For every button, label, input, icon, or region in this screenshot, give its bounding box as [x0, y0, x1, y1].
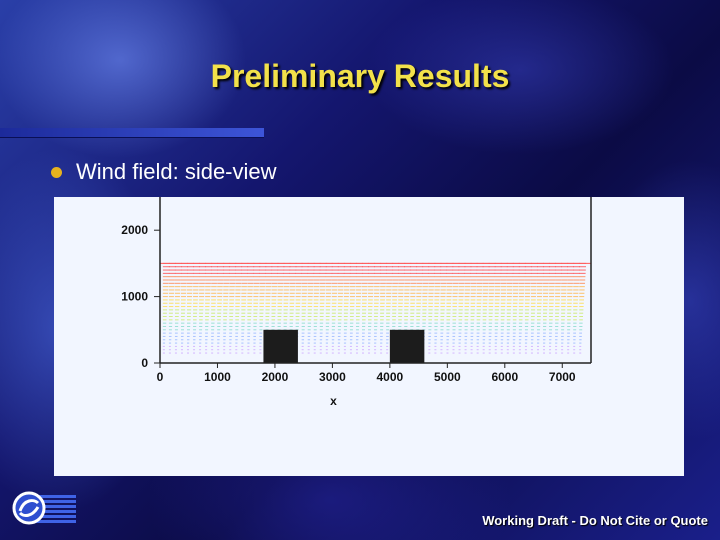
x-tick-label: 2000	[262, 370, 289, 384]
buildings	[263, 329, 425, 363]
axes	[159, 197, 592, 364]
organization-logo-icon	[12, 491, 76, 525]
x-tick-label: 7000	[549, 370, 576, 384]
x-tick-label: 4000	[377, 370, 404, 384]
building-2	[389, 329, 425, 363]
footer-disclaimer: Working Draft - Do Not Cite or Quote	[482, 513, 708, 528]
title-underline	[0, 128, 264, 138]
building-1	[263, 329, 298, 363]
y-tick-label: 1000	[121, 290, 148, 304]
bullet-icon	[51, 167, 62, 178]
slide-title: Preliminary Results	[210, 58, 510, 94]
ticks: 0 1000 2000 3000 4000 5000 6000 7000 0 1000 2000 x	[121, 223, 576, 408]
x-axis-label: x	[330, 394, 337, 408]
wind-field-chart: 0 1000 2000 3000 4000 5000 6000 7000 0 1000 2000 x	[121, 197, 592, 408]
y-tick-label: 2000	[121, 223, 148, 237]
x-tick-label: 0	[157, 370, 164, 384]
wind-vectors	[160, 262, 591, 354]
x-tick-label: 6000	[491, 370, 518, 384]
x-tick-label: 1000	[204, 370, 231, 384]
x-tick-label: 5000	[434, 370, 461, 384]
x-tick-label: 3000	[319, 370, 346, 384]
y-tick-label: 0	[141, 356, 148, 370]
bullet-text: Wind field: side-view	[76, 159, 277, 184]
wind-field-plot: 0 1000 2000 3000 4000 5000 6000 7000 0 1000 2000 x	[54, 197, 684, 476]
